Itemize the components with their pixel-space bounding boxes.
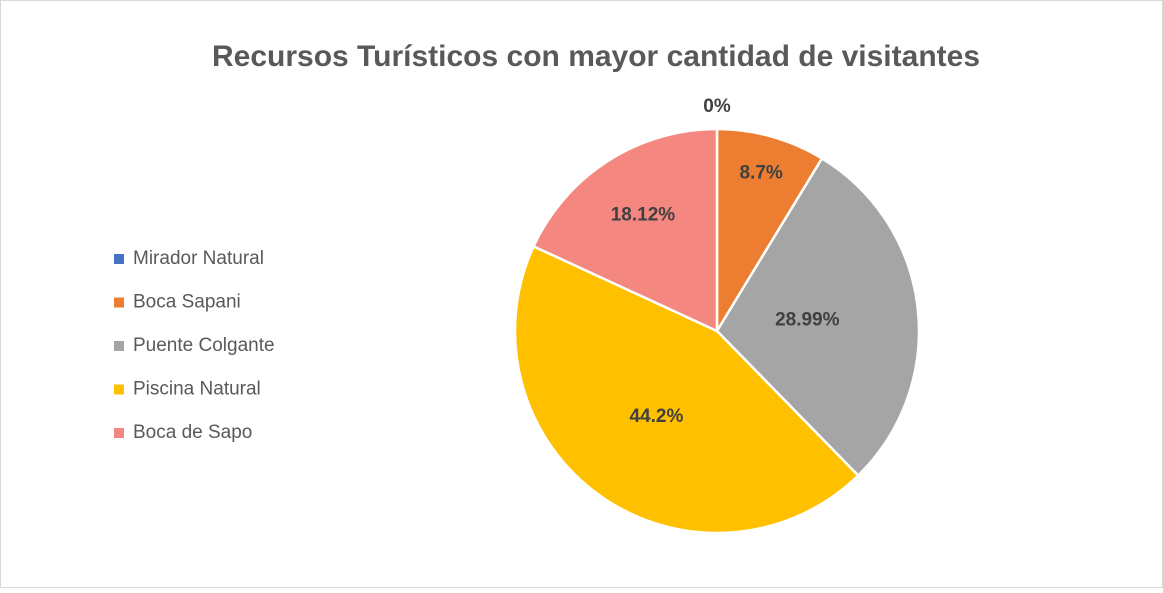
legend-swatch <box>114 428 124 438</box>
legend-label: Boca de Sapo <box>133 422 252 443</box>
legend-swatch <box>114 297 124 308</box>
pie-slice <box>715 127 824 336</box>
data-label: 0% <box>703 96 731 117</box>
data-label: 28.99% <box>775 310 840 331</box>
legend-label: Mirador Natural <box>133 248 264 269</box>
legend-swatch <box>114 384 124 395</box>
data-label: 18.12% <box>611 204 676 225</box>
chart-title: Recursos Turísticos con mayor cantidad d… <box>212 40 980 73</box>
pie-slice <box>531 127 719 333</box>
legend-label: Piscina Natural <box>133 379 261 400</box>
data-label: 44.2% <box>629 406 683 427</box>
data-label: 8.7% <box>740 162 783 183</box>
legend-swatch <box>114 341 124 351</box>
pie-slice <box>513 244 860 535</box>
legend-swatch <box>114 254 124 264</box>
pie-slice <box>715 156 921 478</box>
legend-label: Puente Colgante <box>133 335 275 356</box>
legend-label: Boca Sapani <box>133 292 241 313</box>
